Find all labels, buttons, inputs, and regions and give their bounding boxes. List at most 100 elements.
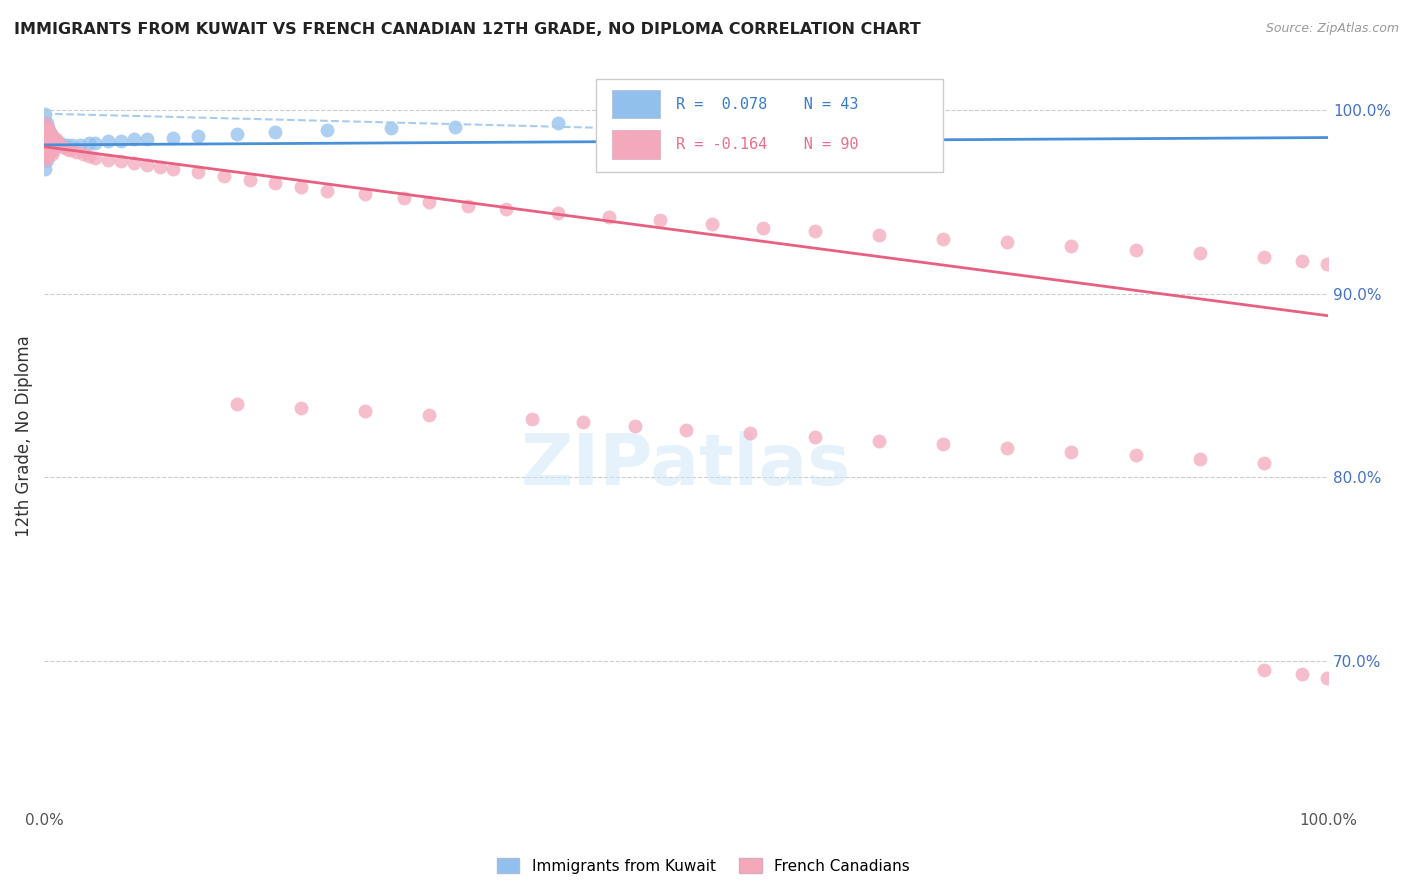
Point	[264, 125, 287, 139]
Point	[34, 116, 56, 130]
Point	[354, 187, 377, 202]
Point	[1291, 253, 1313, 268]
Point	[69, 137, 91, 152]
Point	[34, 116, 56, 130]
Point	[1316, 257, 1339, 271]
Point	[35, 153, 58, 167]
Point	[700, 217, 723, 231]
Point	[35, 116, 58, 130]
Point	[72, 147, 94, 161]
Point	[34, 161, 56, 176]
Point	[37, 121, 59, 136]
Point	[162, 161, 184, 176]
Point	[41, 147, 63, 161]
Point	[37, 139, 59, 153]
Point	[162, 130, 184, 145]
Point	[752, 220, 775, 235]
Point	[38, 144, 60, 158]
Point	[65, 145, 87, 160]
Point	[45, 132, 67, 146]
Point	[495, 202, 517, 217]
Point	[290, 401, 312, 415]
Point	[35, 139, 58, 153]
Point	[37, 149, 59, 163]
Point	[44, 142, 66, 156]
Point	[42, 139, 65, 153]
Point	[34, 153, 56, 167]
Point	[34, 134, 56, 148]
Point	[46, 136, 69, 150]
Point	[1253, 663, 1275, 677]
Point	[34, 134, 56, 148]
Point	[572, 415, 595, 429]
Point	[1060, 239, 1083, 253]
Point	[932, 437, 955, 451]
Point	[38, 134, 60, 148]
Point	[547, 116, 569, 130]
Point	[418, 194, 440, 209]
Point	[315, 123, 337, 137]
Point	[1125, 243, 1147, 257]
Point	[1291, 667, 1313, 681]
Point	[38, 125, 60, 139]
Point	[34, 125, 56, 139]
Text: ZIPatlas: ZIPatlas	[522, 432, 851, 500]
Point	[59, 144, 82, 158]
Point	[41, 137, 63, 152]
Point	[187, 128, 209, 143]
Point	[110, 154, 132, 169]
Point	[225, 397, 247, 411]
Point	[39, 145, 62, 160]
Point	[740, 426, 762, 441]
Point	[45, 136, 67, 150]
Text: R =  0.078    N = 43: R = 0.078 N = 43	[676, 96, 858, 112]
Point	[135, 132, 157, 146]
Point	[77, 136, 100, 150]
Point	[35, 121, 58, 136]
Point	[35, 130, 58, 145]
Point	[35, 149, 58, 163]
Point	[457, 198, 479, 212]
Point	[675, 423, 697, 437]
Point	[39, 136, 62, 150]
Point	[97, 153, 120, 167]
Point	[46, 134, 69, 148]
Point	[315, 184, 337, 198]
Point	[37, 139, 59, 153]
Point	[34, 144, 56, 158]
Point	[52, 139, 75, 153]
Point	[212, 169, 235, 183]
Point	[44, 134, 66, 148]
Point	[34, 106, 56, 120]
Point	[42, 132, 65, 146]
Point	[84, 136, 107, 150]
Point	[41, 130, 63, 145]
Point	[37, 121, 59, 136]
Bar	[612, 90, 661, 119]
Point	[354, 404, 377, 418]
Point	[38, 125, 60, 139]
Point	[380, 121, 402, 136]
Y-axis label: 12th Grade, No Diploma: 12th Grade, No Diploma	[15, 335, 32, 537]
Point	[122, 132, 145, 146]
Point	[803, 430, 825, 444]
Point	[598, 210, 620, 224]
Point	[48, 136, 70, 150]
Text: Source: ZipAtlas.com: Source: ZipAtlas.com	[1265, 22, 1399, 36]
Point	[932, 231, 955, 245]
Point	[1188, 246, 1211, 260]
Text: IMMIGRANTS FROM KUWAIT VS FRENCH CANADIAN 12TH GRADE, NO DIPLOMA CORRELATION CHA: IMMIGRANTS FROM KUWAIT VS FRENCH CANADIA…	[14, 22, 921, 37]
Point	[995, 235, 1018, 250]
Point	[41, 128, 63, 143]
Point	[60, 137, 83, 152]
Point	[34, 125, 56, 139]
Point	[56, 137, 79, 152]
Point	[623, 419, 645, 434]
Point	[187, 165, 209, 179]
Point	[1188, 452, 1211, 467]
Point	[35, 144, 58, 158]
Point	[290, 180, 312, 194]
Point	[135, 158, 157, 172]
Point	[444, 120, 467, 134]
Point	[37, 130, 59, 145]
